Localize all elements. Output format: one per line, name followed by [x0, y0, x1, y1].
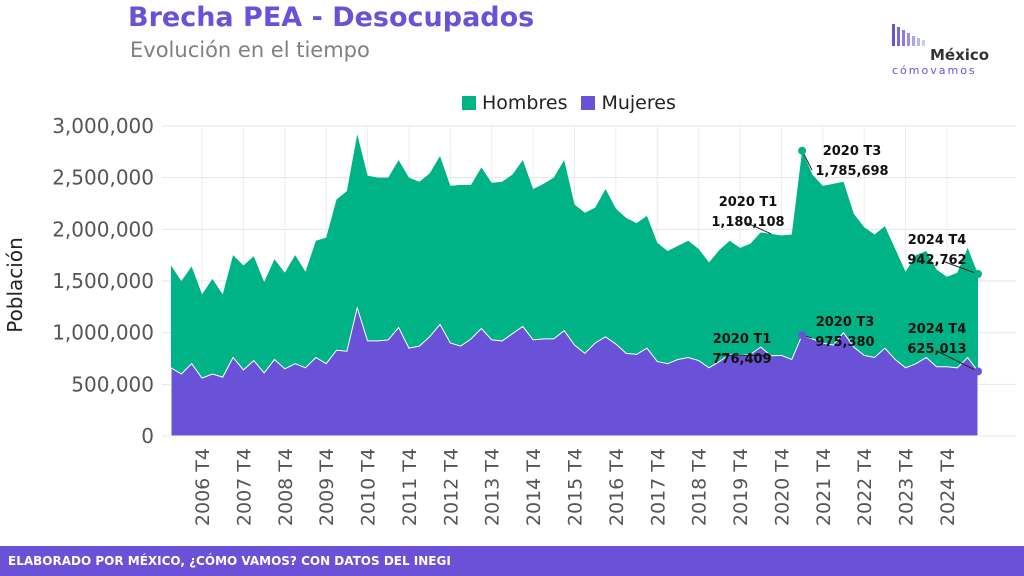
x-tick-label: 2008 T4	[275, 448, 297, 526]
x-tick-label: 2024 T4	[937, 448, 959, 526]
annotation-value: 975,380	[815, 335, 874, 350]
annotation-label: 2020 T1	[719, 195, 778, 210]
annotation-label: 2020 T3	[823, 144, 882, 159]
annotation-point	[974, 269, 982, 278]
y-tick-label: 0	[141, 424, 154, 448]
mexico-como-vamos-logo: México cómovamos	[890, 24, 1002, 80]
x-tick-label: 2023 T4	[896, 448, 918, 526]
x-tick-label: 2020 T4	[771, 448, 793, 526]
x-tick-label: 2012 T4	[440, 448, 462, 526]
y-tick-label: 2,500,000	[52, 166, 154, 190]
annotation-label: 2020 T3	[816, 315, 875, 330]
y-tick-label: 3,000,000	[52, 114, 154, 138]
area-mujeres	[170, 305, 979, 437]
x-tick-label: 2018 T4	[689, 448, 711, 526]
legend-label-mujeres: Mujeres	[601, 92, 676, 114]
annotation-leader	[746, 222, 772, 235]
annotation-value: 1,180,108	[711, 215, 784, 230]
x-tick-label: 2007 T4	[233, 448, 255, 526]
stacked-area-chart: 0 500,000 1,000,000 1,500,000 2,000,000 2,500…	[3, 114, 1016, 526]
annotation-point	[798, 146, 807, 155]
legend-label-hombres: Hombres	[482, 92, 568, 114]
y-tick-label: 500,000	[71, 372, 154, 396]
logo-name: México	[930, 46, 990, 64]
annotation-label: 2024 T4	[908, 322, 967, 337]
y-tick-label: 2,000,000	[52, 217, 154, 241]
x-tick-label: 2014 T4	[523, 448, 545, 526]
annotation-value: 625,013	[907, 342, 966, 357]
x-tick-label: 2017 T4	[647, 448, 669, 526]
legend-swatch-mujeres	[581, 96, 596, 110]
logo-tagline: cómovamos	[892, 64, 977, 77]
x-tick-label: 2019 T4	[730, 448, 752, 526]
annotation-point	[974, 367, 982, 376]
x-tick-label: 2016 T4	[606, 448, 628, 526]
annotation-leader	[936, 350, 979, 372]
x-tick-label: 2011 T4	[399, 448, 421, 526]
annotation-label: 2020 T1	[713, 332, 772, 347]
chart-legend: Hombres Mujeres	[462, 92, 682, 114]
legend-item-mujeres: Mujeres	[581, 92, 676, 114]
annotation-value: 776,409	[712, 352, 771, 367]
area-hombres	[171, 134, 978, 379]
legend-item-hombres: Hombres	[462, 92, 567, 114]
y-tick-label: 1,500,000	[52, 269, 154, 293]
x-tick-label: 2015 T4	[565, 448, 587, 526]
legend-swatch-hombres	[462, 96, 476, 110]
x-tick-label: 2022 T4	[854, 448, 876, 526]
annotation-leader	[717, 354, 772, 357]
x-tick-label: 2010 T4	[358, 448, 380, 526]
x-tick-label: 2013 T4	[482, 448, 504, 526]
annotation-point	[798, 331, 807, 340]
x-tick-label: 2006 T4	[192, 448, 214, 526]
annotation-value: 1,785,698	[815, 164, 888, 179]
footer-credit: ELABORADO POR MÉXICO, ¿CÓMO VAMOS? CON D…	[0, 546, 1024, 576]
x-tick-label: 2009 T4	[316, 448, 338, 526]
x-tick-label: 2021 T4	[813, 448, 835, 526]
chart-title: Brecha PEA - Desocupados	[128, 2, 535, 33]
annotation-value: 942,762	[907, 253, 966, 268]
annotation-label: 2024 T4	[908, 233, 967, 248]
chart-subtitle: Evolución en el tiempo	[130, 38, 370, 62]
y-axis-label: Población	[3, 237, 27, 333]
logo-bars-icon	[892, 24, 925, 46]
annotation-leader	[944, 261, 979, 275]
y-tick-label: 1,000,000	[52, 321, 154, 345]
